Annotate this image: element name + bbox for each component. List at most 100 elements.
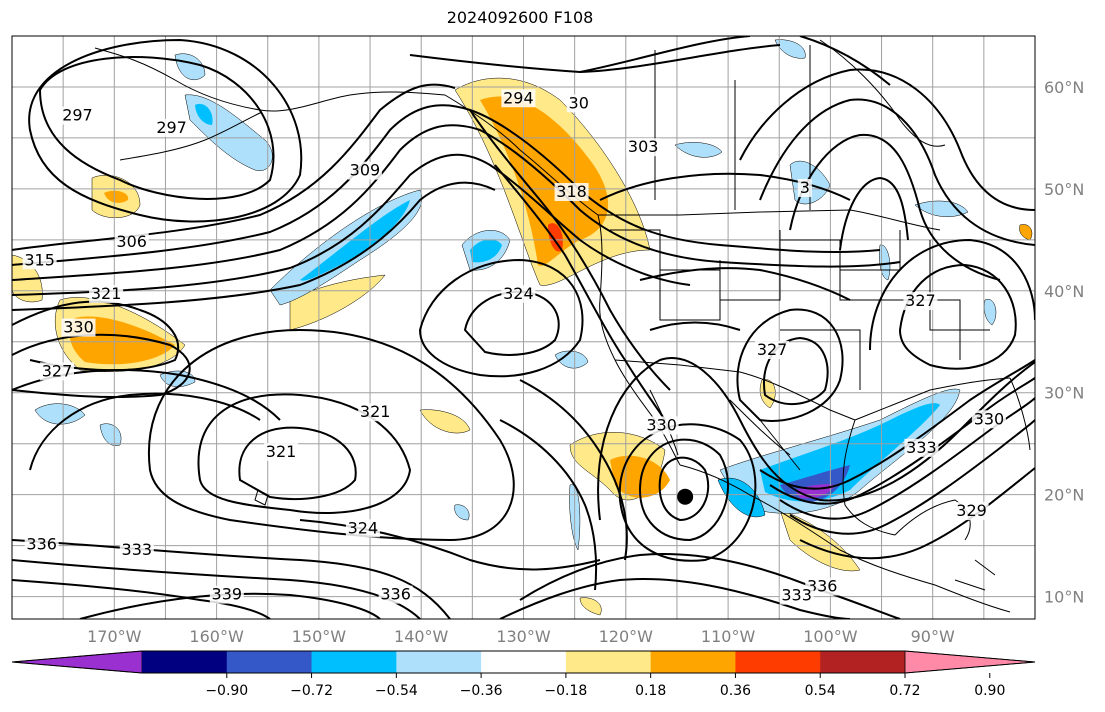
contour-327 xyxy=(29,392,261,471)
longitude-label: 170°W xyxy=(87,627,142,646)
contour-327-east xyxy=(898,263,1017,370)
contour-label-bg xyxy=(24,535,59,554)
colorbar-segment xyxy=(311,651,397,673)
contour-label-bg xyxy=(626,138,661,157)
colorbar-extend-low xyxy=(11,650,143,674)
contour-label: 333 xyxy=(906,438,937,457)
contour-321-big xyxy=(147,328,515,542)
contour-label-bg xyxy=(904,438,939,457)
colorbar-segment xyxy=(226,651,313,673)
contour-label: 327 xyxy=(757,340,788,359)
contour-label-bg xyxy=(22,251,57,270)
contour-sw-us xyxy=(649,321,741,331)
contour-storm-2 xyxy=(638,438,730,542)
border-central-america xyxy=(954,559,996,591)
colorbar-segment xyxy=(820,651,906,673)
contour-label: 327 xyxy=(905,291,936,310)
contour-label-bg xyxy=(61,318,96,337)
colorbar-tick-label: 0.36 xyxy=(720,683,751,699)
contour-label: 333 xyxy=(122,540,153,559)
shade-negative-eastus xyxy=(914,200,969,217)
contour-label: 339 xyxy=(212,585,243,604)
contour-pac-south-5 xyxy=(519,553,901,619)
contour-label-bg xyxy=(347,161,382,180)
contour-storm-1 xyxy=(658,456,710,522)
contour-label-bg xyxy=(954,502,989,521)
colorbar-extend-high xyxy=(904,650,1036,674)
contour-eastern-trough-2 xyxy=(759,98,1035,246)
shade-positive-north xyxy=(289,274,386,331)
contour-label-bg xyxy=(40,362,75,381)
contour-327-central xyxy=(736,308,844,422)
contour-pac-south-1 xyxy=(12,539,451,619)
longitude-label: 130°W xyxy=(496,627,551,646)
contour-gulf-2 xyxy=(769,377,1035,505)
colorbar-tick-label: 0.90 xyxy=(974,683,1005,699)
colorbar-segment xyxy=(735,651,821,673)
contour-label-bg xyxy=(779,586,814,605)
contour-label-bg xyxy=(554,183,589,202)
map-frame xyxy=(11,35,1036,620)
contour-333-south xyxy=(12,579,271,619)
contour-label-bg xyxy=(501,89,536,108)
contour-label: 297 xyxy=(62,106,93,125)
coast-mexico xyxy=(679,464,1011,613)
coast-bc xyxy=(444,94,616,361)
shade-negative-alaska-core xyxy=(195,103,213,125)
latitude-label: 20°N xyxy=(1044,486,1084,505)
shade-negative-swpac xyxy=(34,403,86,425)
shade-positive-alaska-core xyxy=(104,190,129,203)
shade-negative-central xyxy=(99,423,122,446)
contour-label: 333 xyxy=(781,586,812,605)
shade-negative-eastcan xyxy=(674,142,723,158)
contour-jet-1 xyxy=(12,83,456,251)
shade-positive-dateline-mid xyxy=(69,316,175,365)
colorbar-tick-label: 0.54 xyxy=(805,683,836,699)
latitude-label: 10°N xyxy=(1044,588,1084,607)
contour-label-bg xyxy=(60,106,95,125)
contour-label: 336 xyxy=(807,576,838,595)
contour-label-bg xyxy=(358,403,393,422)
contour-label-bg xyxy=(89,284,124,303)
contour-294-loop xyxy=(38,56,275,200)
coast-yucatan xyxy=(894,499,971,541)
contour-label-bg xyxy=(154,118,189,137)
map-title: 2024092600 F108 xyxy=(446,8,594,27)
longitude-label: 110°W xyxy=(701,627,756,646)
contour-label: 321 xyxy=(91,284,122,303)
shade-positive-westcoast-core xyxy=(548,223,563,252)
contour-333-east xyxy=(799,467,1035,560)
contour-321-hawaii xyxy=(197,393,412,514)
border-mexico-states xyxy=(729,399,801,471)
shade-positive-eastpac-small xyxy=(579,597,602,616)
contour-eastern-trough-4 xyxy=(839,176,909,251)
contour-label: 330 xyxy=(646,415,677,434)
contour-label-bg xyxy=(805,577,840,596)
colorbar-tick-label: −0.72 xyxy=(290,683,333,699)
contour-mid-canada xyxy=(599,172,851,201)
shade-negative-midpac-core xyxy=(470,239,502,263)
contour-label-bg xyxy=(797,178,812,197)
contour-north-ridge xyxy=(579,36,891,86)
contour-label: 309 xyxy=(350,161,381,180)
longitude-label: 90°W xyxy=(911,627,955,646)
contour-324-subtrop xyxy=(418,258,584,378)
latitude-label: 50°N xyxy=(1044,180,1084,199)
colorbar-segment xyxy=(396,651,482,673)
shade-negative-baja xyxy=(554,350,589,369)
colorbar-outline xyxy=(11,650,1036,674)
longitude-label: 150°W xyxy=(292,627,347,646)
shade-positive-hawaii xyxy=(419,409,471,434)
latitude-label: 40°N xyxy=(1044,282,1084,301)
contour-321-inner xyxy=(238,426,357,500)
height-contours xyxy=(12,36,1035,619)
contour-west-coast-2 xyxy=(494,164,666,421)
coast-florida xyxy=(1009,377,1031,451)
shade-negative-tropic-east xyxy=(454,504,470,521)
contour-label: 336 xyxy=(26,535,57,554)
contour-label-bg xyxy=(971,410,1006,429)
coast-hudson xyxy=(819,39,946,147)
contour-label: 330 xyxy=(974,409,1005,428)
colorbar-tick-label: −0.18 xyxy=(544,683,587,699)
contour-label: 306 xyxy=(116,232,147,251)
